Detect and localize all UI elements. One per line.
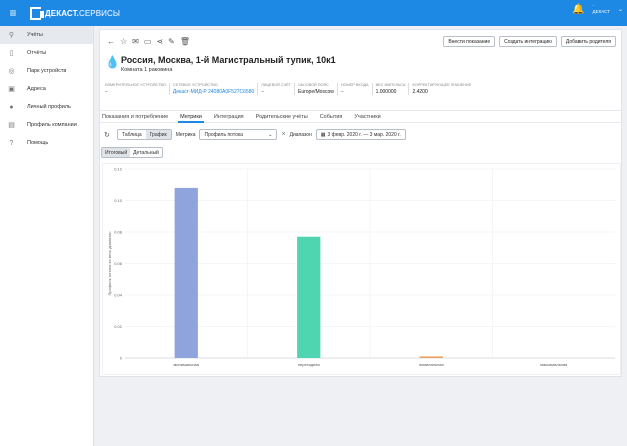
sidebar-item-help[interactable]: ? Помощь xyxy=(0,134,93,152)
meter-card: ← ☆ ✉ ▭ ⋖ ✎ 🗑 Внести показание Создать и… xyxy=(99,29,623,377)
bar-chart: 0 0.02 0.04 0.06 0.08 0.10 0.12 минимальная пере… xyxy=(107,167,615,367)
x-tick-label: номинальная xyxy=(419,362,444,367)
y-axis-label: Профиль потока за весь диапазон xyxy=(107,232,112,296)
company-icon: ▤ xyxy=(8,122,15,129)
logo[interactable]: ДЕКАСТ.СЕРВИСЫ xyxy=(30,6,121,20)
info-network-device: Сетевое устройство Декаст-МИД-Р 24080A0F5… xyxy=(170,83,259,95)
range-label: Диапазон xyxy=(289,131,312,138)
brand-name: ДЕКАСТ.СЕРВИСЫ xyxy=(45,8,121,18)
help-icon: ? xyxy=(9,139,14,147)
share-icon[interactable]: ⋖ xyxy=(156,36,164,46)
user-menu[interactable]: - ДЕКАСТ xyxy=(592,3,610,14)
file-icon: ▯ xyxy=(9,50,14,57)
refresh-icon[interactable]: ↻ xyxy=(104,131,110,139)
edit-icon[interactable]: ✎ xyxy=(168,36,175,46)
bar-2 xyxy=(419,356,443,358)
mail-icon[interactable]: ✉ xyxy=(132,36,139,46)
calendar-icon: ▦ xyxy=(320,131,326,138)
title-block: 💧 Россия, Москва, 1-й Магистральный тупи… xyxy=(105,55,336,73)
sidebar-item-label: Профиль компании xyxy=(27,122,77,128)
date-range-picker[interactable]: ▦ 3 февр. 2020 г. — 3 мар. 2020 г. xyxy=(315,129,406,140)
sidebar-item-addresses[interactable]: ▣ Адреса xyxy=(0,80,93,98)
info-pulse-weight: Вес импульса 1.000000 xyxy=(373,83,410,95)
sidebar: ⚲ Учёты ▯ Отчёты ◎ Парк устройств ▣ Адре… xyxy=(0,26,94,446)
water-drop-icon: 💧 xyxy=(105,55,120,69)
tabs: Показания и потребление Метрики Интеграц… xyxy=(100,110,623,123)
y-tick-label: 0.12 xyxy=(114,167,123,172)
tab-participants[interactable]: Участники xyxy=(354,113,381,120)
info-timezone: Часовой пояс Europe/Moscow xyxy=(295,83,338,95)
y-tick-label: 0.08 xyxy=(114,230,123,235)
y-tick-label: 0.10 xyxy=(114,198,123,203)
bar-1 xyxy=(297,236,321,358)
create-integration-button[interactable]: Создать интеграцию xyxy=(499,36,557,47)
chevron-down-icon[interactable]: ⌄ xyxy=(617,6,623,13)
metric-select[interactable]: Профиль потока ⌄ xyxy=(199,129,278,140)
person-icon: ● xyxy=(9,103,14,111)
sidebar-item-company[interactable]: ▤ Профиль компании xyxy=(0,116,93,134)
sidebar-item-label: Парк устройств xyxy=(27,68,67,74)
mode-detailed-button[interactable]: Детальный xyxy=(133,149,159,156)
x-tick-label: переходная xyxy=(298,362,320,367)
page-title: Россия, Москва, 1-й Магистральный тупик,… xyxy=(121,55,336,65)
tab-readings[interactable]: Показания и потребление xyxy=(102,113,169,120)
tab-parent-meters[interactable]: Родительские учёты xyxy=(255,113,308,120)
chevron-down-icon: ⌄ xyxy=(268,131,273,138)
back-arrow-icon[interactable]: ← xyxy=(107,36,115,46)
clear-icon[interactable]: × xyxy=(281,131,286,138)
info-measuring-device: Измерительное устройство – xyxy=(102,83,170,95)
building-icon: ▣ xyxy=(8,86,15,93)
y-tick-label: 0.04 xyxy=(114,293,123,298)
sidebar-item-label: Отчёты xyxy=(27,50,47,56)
info-account: Лицевой счёт – xyxy=(258,83,295,95)
y-tick-label: 0 xyxy=(120,356,123,361)
tab-events[interactable]: События xyxy=(319,113,343,120)
add-parent-button[interactable]: Добавить родителя xyxy=(560,36,616,47)
delete-icon[interactable]: 🗑 xyxy=(179,36,190,46)
info-correction: Корректирующее значение 2.4200 xyxy=(412,83,472,95)
meter-icon: ⚲ xyxy=(8,32,15,39)
page-subtitle: Комната 1 раковина xyxy=(121,67,173,73)
x-tick-label: максимальная xyxy=(540,362,567,367)
tab-integration[interactable]: Интеграция xyxy=(213,113,244,120)
sidebar-item-label: Личный профиль xyxy=(27,104,71,110)
view-chart-button[interactable]: График xyxy=(145,130,171,139)
info-input-number: Номер входа – xyxy=(338,83,373,95)
sidebar-item-label: Помощь xyxy=(27,140,49,146)
y-tick-label: 0.06 xyxy=(114,261,123,266)
mode-toggle: Итоговый Детальный xyxy=(101,147,163,158)
sidebar-item-meters[interactable]: ⚲ Учёты xyxy=(0,26,93,44)
metric-controls: ↻ Таблица График Метрика Профиль потока ⌄… xyxy=(104,129,406,140)
sidebar-item-label: Адреса xyxy=(27,86,46,92)
enter-reading-button[interactable]: Внести показание xyxy=(443,36,496,47)
view-toggle: Таблица График xyxy=(117,129,172,140)
y-tick-label: 0.02 xyxy=(114,324,123,329)
comment-icon[interactable]: ▭ xyxy=(143,36,152,46)
sidebar-item-reports[interactable]: ▯ Отчёты xyxy=(0,44,93,62)
tab-metrics[interactable]: Метрики xyxy=(178,111,204,123)
metric-label: Метрика xyxy=(175,131,196,138)
sidebar-item-profile[interactable]: ● Личный профиль xyxy=(0,98,93,116)
menu-icon[interactable]: ≡ xyxy=(9,6,17,20)
notifications-bell-icon[interactable]: 🔔 xyxy=(572,3,585,15)
sidebar-item-devices[interactable]: ◎ Парк устройств xyxy=(0,62,93,80)
eye-icon: ◎ xyxy=(8,68,15,75)
mode-total-button[interactable]: Итоговый xyxy=(102,148,131,157)
top-bar: ≡ ДЕКАСТ.СЕРВИСЫ 🔔 - ДЕКАСТ ⌄ xyxy=(0,0,627,26)
info-row: Измерительное устройство – Сетевое устрой… xyxy=(102,83,474,95)
x-tick-label: минимальная xyxy=(174,362,199,367)
star-icon[interactable]: ☆ xyxy=(120,36,128,46)
chart-area: 0 0.02 0.04 0.06 0.08 0.10 0.12 минимальная пере… xyxy=(102,163,621,375)
sidebar-item-label: Учёты xyxy=(27,32,43,38)
network-device-link[interactable]: Декаст-МИД-Р 24080A0F527C6580 xyxy=(172,89,255,95)
view-table-button[interactable]: Таблица xyxy=(122,131,142,138)
bar-0 xyxy=(174,187,198,358)
logo-mark xyxy=(30,6,44,20)
toolbar: ← ☆ ✉ ▭ ⋖ ✎ 🗑 xyxy=(100,30,621,52)
